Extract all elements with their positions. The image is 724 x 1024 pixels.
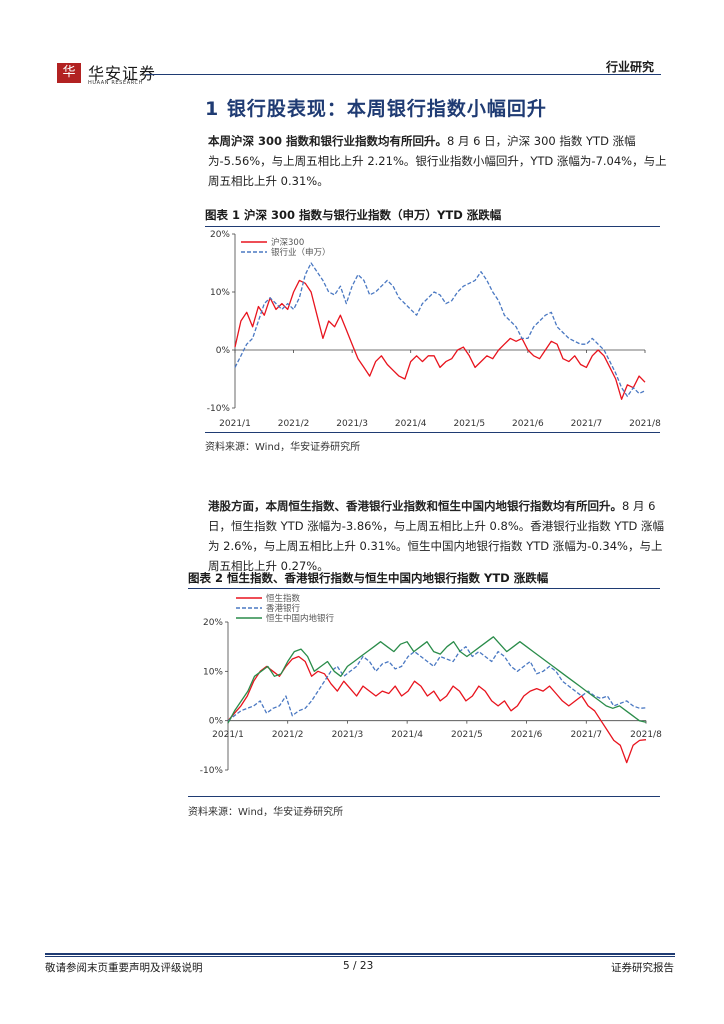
figure-1-chart: 20% 10% 0% -10% 2021/1 2021/2 2021/3 2021/4 2021… <box>207 230 661 429</box>
x-tick-label: 2021/8 <box>630 730 662 740</box>
header-divider <box>146 74 661 75</box>
legend-label: 香港银行 <box>266 603 301 614</box>
y-tick-label: 0% <box>209 717 224 727</box>
x-tick-label: 2021/5 <box>451 730 483 740</box>
x-tick-label: 2021/3 <box>336 419 368 429</box>
footer-report-type: 证券研究报告 <box>611 962 674 974</box>
x-tick-label: 2021/7 <box>571 419 603 429</box>
x-tick-label: 2021/5 <box>453 419 485 429</box>
y-tick-label: 20% <box>210 230 230 240</box>
x-tick-label: 2021/2 <box>278 419 310 429</box>
x-tick-label: 2021/4 <box>391 730 423 740</box>
series-line-3 <box>227 636 647 724</box>
y-tick-label: 10% <box>203 667 223 677</box>
legend-label: 银行业（申万） <box>271 247 331 258</box>
x-tick-label: 2021/2 <box>272 730 304 740</box>
company-logo-text: 华安证券 <box>88 64 157 83</box>
footer-disclaimer: 敬请参阅末页重要声明及评级说明 <box>45 962 203 974</box>
series-line-1 <box>234 279 646 400</box>
x-tick-label: 2021/6 <box>511 730 543 740</box>
series-line-2 <box>234 262 646 398</box>
figure-1-rule <box>205 226 660 227</box>
figure-1-source-rule <box>205 432 660 433</box>
x-tick-label: 2021/3 <box>332 730 364 740</box>
x-tick-label: 2021/1 <box>212 730 244 740</box>
x-tick-label: 2021/6 <box>512 419 544 429</box>
paragraph-1-body: 8 月 6 日，沪深 300 指数 YTD 涨幅为-5.56%，与上周五相比上升… <box>208 134 667 188</box>
legend-label: 沪深300 <box>271 237 304 248</box>
footer-divider-thin <box>45 956 675 957</box>
figure-2-source-rule <box>188 796 660 797</box>
y-tick-label: -10% <box>207 404 231 414</box>
x-tick-label: 2021/7 <box>570 730 602 740</box>
footer-divider <box>45 953 675 955</box>
x-tick-label: 2021/1 <box>219 419 251 429</box>
paragraph-1: 本周沪深 300 指数和银行业指数均有所回升。8 月 6 日，沪深 300 指数… <box>208 131 668 191</box>
figure-2-chart: 20% 10% 0% -10% 2021/1 2021/2 2021/3 2021/4 2021… <box>200 593 662 776</box>
section-heading: 1 银行股表现：本周银行指数小幅回升 <box>205 94 547 121</box>
x-tick-label: 2021/4 <box>395 419 427 429</box>
figure-1-source: 资料来源：Wind，华安证券研究所 <box>205 442 361 453</box>
paragraph-1-lead: 本周沪深 300 指数和银行业指数均有所回升。 <box>208 134 448 148</box>
figure-2-rule <box>188 588 660 589</box>
paragraph-2: 港股方面，本周恒生指数、香港银行业指数和恒生中国内地银行指数均有所回升。8 月 … <box>208 496 670 576</box>
figure-2-source: 资料来源：Wind，华安证券研究所 <box>188 807 344 818</box>
series-line-1 <box>227 655 647 764</box>
page-number: 5 / 23 <box>343 960 374 972</box>
y-tick-label: 0% <box>216 346 231 356</box>
paragraph-2-body: 8 月 6 日，恒生指数 YTD 涨幅为-3.86%，与上周五相比上升 0.8%… <box>208 499 664 573</box>
paragraph-2-lead: 港股方面，本周恒生指数、香港银行业指数和恒生中国内地银行指数均有所回升。 <box>208 499 622 513</box>
company-logo-mark: 华 <box>57 63 81 83</box>
y-tick-label: -10% <box>200 766 224 776</box>
y-tick-label: 10% <box>210 288 230 298</box>
figure-1-title: 图表 1 沪深 300 指数与银行业指数（申万）YTD 涨跌幅 <box>205 208 502 222</box>
y-tick-label: 20% <box>203 618 223 628</box>
section-number: 1 <box>205 98 220 120</box>
figure-2-title: 图表 2 恒生指数、香港银行指数与恒生中国内地银行指数 YTD 涨跌幅 <box>188 571 549 585</box>
x-tick-label: 2021/8 <box>629 419 661 429</box>
section-title: 银行股表现：本周银行指数小幅回升 <box>226 98 547 120</box>
legend-label: 恒生中国内地银行 <box>266 613 335 624</box>
section-label: 行业研究 <box>606 60 655 74</box>
company-logo-subtitle: HUAAN RESEARCH <box>88 80 143 86</box>
legend-label: 恒生指数 <box>266 593 301 604</box>
